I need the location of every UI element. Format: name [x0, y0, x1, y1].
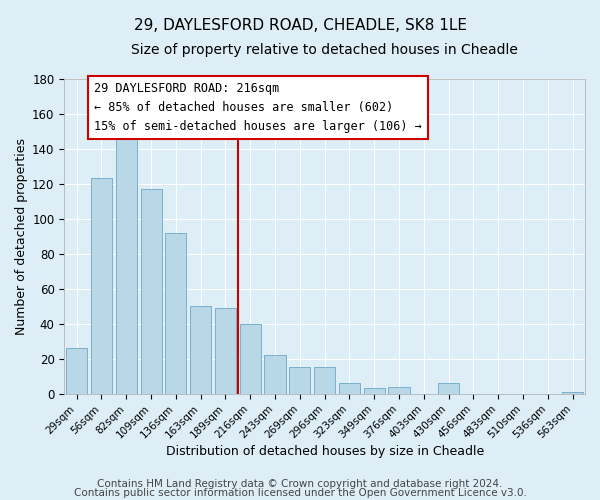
Bar	[66, 348, 87, 394]
Bar	[116, 131, 137, 394]
Bar	[265, 355, 286, 394]
Bar	[562, 392, 583, 394]
Bar	[388, 386, 410, 394]
Bar	[140, 189, 161, 394]
Bar	[289, 368, 310, 394]
Text: Contains public sector information licensed under the Open Government Licence v3: Contains public sector information licen…	[74, 488, 526, 498]
Bar	[190, 306, 211, 394]
Bar	[166, 232, 187, 394]
Y-axis label: Number of detached properties: Number of detached properties	[15, 138, 28, 334]
Bar	[314, 368, 335, 394]
Text: Contains HM Land Registry data © Crown copyright and database right 2024.: Contains HM Land Registry data © Crown c…	[97, 479, 503, 489]
X-axis label: Distribution of detached houses by size in Cheadle: Distribution of detached houses by size …	[166, 444, 484, 458]
Title: Size of property relative to detached houses in Cheadle: Size of property relative to detached ho…	[131, 42, 518, 56]
Bar	[339, 383, 360, 394]
Bar	[240, 324, 261, 394]
Bar	[438, 383, 459, 394]
Bar	[91, 178, 112, 394]
Text: 29 DAYLESFORD ROAD: 216sqm
← 85% of detached houses are smaller (602)
15% of sem: 29 DAYLESFORD ROAD: 216sqm ← 85% of deta…	[94, 82, 422, 133]
Text: 29, DAYLESFORD ROAD, CHEADLE, SK8 1LE: 29, DAYLESFORD ROAD, CHEADLE, SK8 1LE	[133, 18, 467, 32]
Bar	[215, 308, 236, 394]
Bar	[364, 388, 385, 394]
